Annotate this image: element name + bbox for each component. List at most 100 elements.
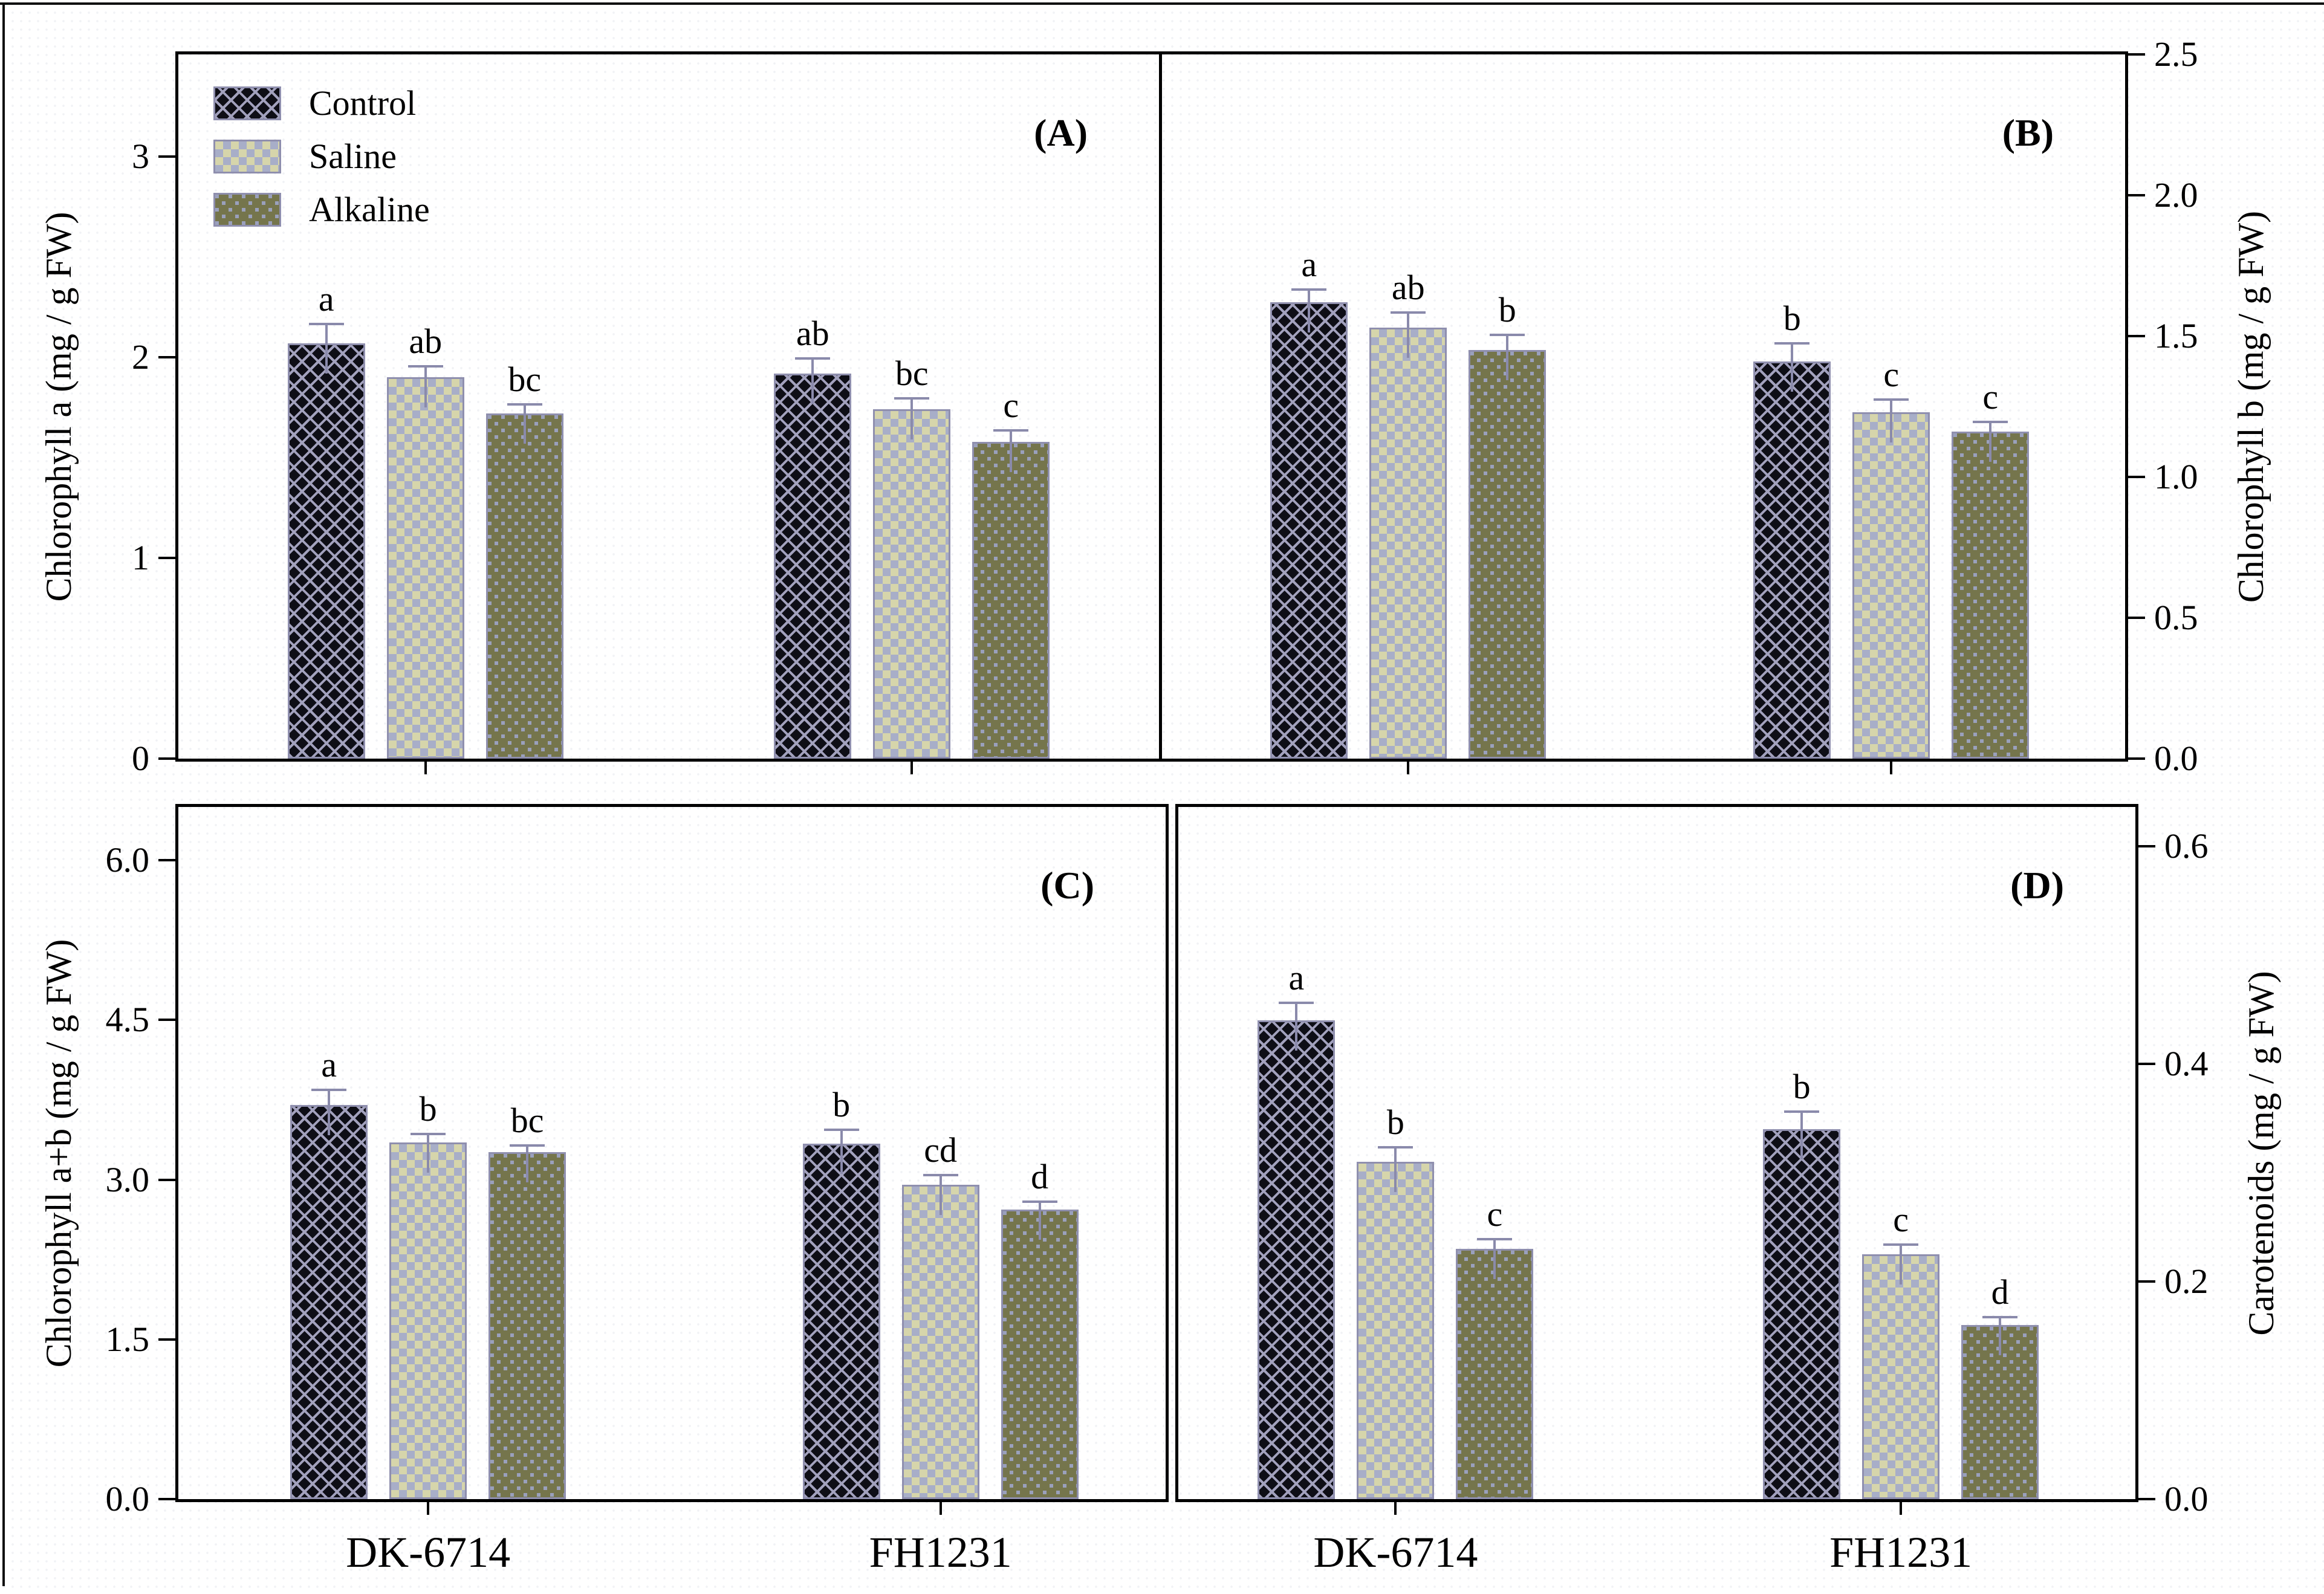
- y-tick-label: 0.5: [2154, 598, 2198, 637]
- figure-border-top: [0, 2, 2324, 5]
- error-bar-cap: [308, 323, 344, 326]
- error-bar-cap: [1982, 1316, 2018, 1319]
- panel-label: (D): [2010, 864, 2064, 907]
- significance-letter: ab: [409, 321, 443, 361]
- significance-letter: a: [1288, 957, 1305, 997]
- y-tick-label: 6.0: [105, 840, 150, 880]
- significance-letter: a: [318, 279, 334, 319]
- y-tick: [158, 1178, 175, 1181]
- significance-letter: b: [1386, 1103, 1404, 1142]
- significance-letter: c: [1487, 1194, 1503, 1234]
- error-bar-cap: [1378, 1146, 1414, 1149]
- significance-letter: c: [1883, 355, 1900, 395]
- bar-control-DK-6714: [1270, 302, 1348, 759]
- panel-label: (A): [1034, 111, 1088, 154]
- significance-letter: b: [1783, 298, 1801, 338]
- panel-chlorophyll-b: Chlorophyll b (mg / g FW) (B) 0.0 0.5 1.0 1…: [1159, 37, 2271, 776]
- significance-letter: bc: [508, 359, 542, 399]
- y-tick: [2128, 194, 2145, 196]
- error-bar-stem: [840, 1130, 843, 1174]
- error-bar-cap: [1279, 1001, 1314, 1004]
- error-bar-cap: [923, 1174, 958, 1177]
- x-tick: [910, 759, 914, 774]
- significance-letter: b: [1498, 290, 1516, 329]
- y-tick-label: 2.5: [2154, 34, 2198, 74]
- error-bar-cap: [1774, 342, 1810, 345]
- bar-saline-DK-6714: [1369, 328, 1447, 759]
- error-bar-stem: [1999, 1318, 2002, 1355]
- x-category-label: DK-6714: [346, 1528, 511, 1576]
- bar-saline-FH1231: [1852, 412, 1930, 759]
- legend-item-saline: Saline: [213, 139, 430, 174]
- panel-chlorophyll-a: Chlorophyll a (mg / g FW) (A) Control Sa…: [39, 51, 1162, 776]
- bar-alkaline-FH1231: [1961, 1324, 2039, 1499]
- panel-chlorophyll-a-plus-b: Chlorophyll a+b (mg / g FW) (C) 0.0 1.5 3.…: [39, 804, 1169, 1574]
- bar-control-FH1231: [774, 373, 852, 759]
- significance-letter: cd: [924, 1130, 958, 1170]
- error-bar-stem: [1800, 1112, 1803, 1159]
- y-tick: [158, 1019, 175, 1022]
- error-bar-cap: [795, 357, 831, 360]
- y-axis-label: Chlorophyll a (mg / g FW): [39, 212, 79, 601]
- error-bar-stem: [1989, 423, 1992, 462]
- bar-control-FH1231: [802, 1143, 880, 1499]
- y-tick: [2138, 844, 2155, 847]
- bar-saline-DK-6714: [389, 1142, 467, 1499]
- error-bar-stem: [939, 1176, 942, 1216]
- error-bar-stem: [1890, 401, 1893, 442]
- y-axis-label: Chlorophyll b (mg / g FW): [2231, 210, 2271, 603]
- y-tick-label: 0.0: [2164, 1479, 2209, 1518]
- y-tick-label: 1: [132, 538, 149, 578]
- bar-control-FH1231: [1763, 1129, 1841, 1499]
- error-bar-cap: [1784, 1110, 1820, 1113]
- x-category-label: FH1231: [1829, 1528, 1973, 1576]
- significance-letter: d: [1031, 1157, 1049, 1197]
- significance-letter: c: [1003, 386, 1019, 425]
- y-tick-label: 0: [132, 739, 149, 778]
- bar-alkaline-FH1231: [1001, 1209, 1079, 1499]
- y-axis-label: Carotenoids (mg / g FW): [2241, 970, 2281, 1336]
- error-bar-stem: [1493, 1240, 1496, 1279]
- error-bar-cap: [1291, 288, 1327, 291]
- legend-label: Control: [309, 83, 417, 123]
- error-bar-cap: [1973, 421, 2008, 424]
- significance-letter: a: [1301, 245, 1317, 285]
- bar-alkaline-DK-6714: [488, 1152, 566, 1499]
- y-tick: [2128, 757, 2145, 760]
- significance-letter: b: [1793, 1066, 1811, 1106]
- panel-carotenoids: Carotenoids (mg / g FW) (D) 0.0 0.2 0.4 0.6…: [1175, 804, 2281, 1574]
- bar-saline-FH1231: [901, 1185, 979, 1499]
- error-bar-stem: [424, 367, 427, 408]
- significance-letter: b: [833, 1084, 851, 1124]
- x-tick: [1394, 1499, 1397, 1515]
- y-tick: [158, 757, 175, 760]
- y-tick-label: 1.5: [105, 1319, 150, 1359]
- legend-item-alkaline: Alkaline: [213, 192, 430, 227]
- error-bar-cap: [1874, 398, 1909, 401]
- x-category-label: DK-6714: [1313, 1528, 1478, 1576]
- panel-label: (B): [2002, 111, 2054, 154]
- significance-letter: c: [1893, 1199, 1909, 1239]
- alkaline-swatch-icon: [213, 193, 281, 227]
- y-tick-label: 0.0: [2154, 739, 2198, 778]
- error-bar-stem: [1900, 1245, 1903, 1285]
- error-bar-stem: [1295, 1003, 1298, 1051]
- y-tick-label: 3.0: [105, 1159, 150, 1199]
- y-tick-label: 2: [132, 337, 149, 377]
- y-tick: [158, 557, 175, 560]
- error-bar-cap: [1883, 1243, 1919, 1246]
- significance-letter: a: [321, 1045, 337, 1085]
- bar-control-DK-6714: [290, 1105, 368, 1499]
- y-tick: [2128, 617, 2145, 619]
- x-tick: [424, 759, 427, 774]
- y-axis-label: Chlorophyll a+b (mg / g FW): [39, 939, 79, 1367]
- y-tick: [2128, 335, 2145, 337]
- bar-alkaline-DK-6714: [1456, 1248, 1534, 1499]
- bar-control-DK-6714: [1258, 1020, 1336, 1499]
- y-tick: [2128, 476, 2145, 478]
- y-tick-label: 0.4: [2164, 1043, 2209, 1083]
- y-tick-label: 0.6: [2164, 826, 2209, 866]
- x-tick: [427, 1499, 430, 1515]
- bar-saline-FH1231: [1862, 1254, 1940, 1499]
